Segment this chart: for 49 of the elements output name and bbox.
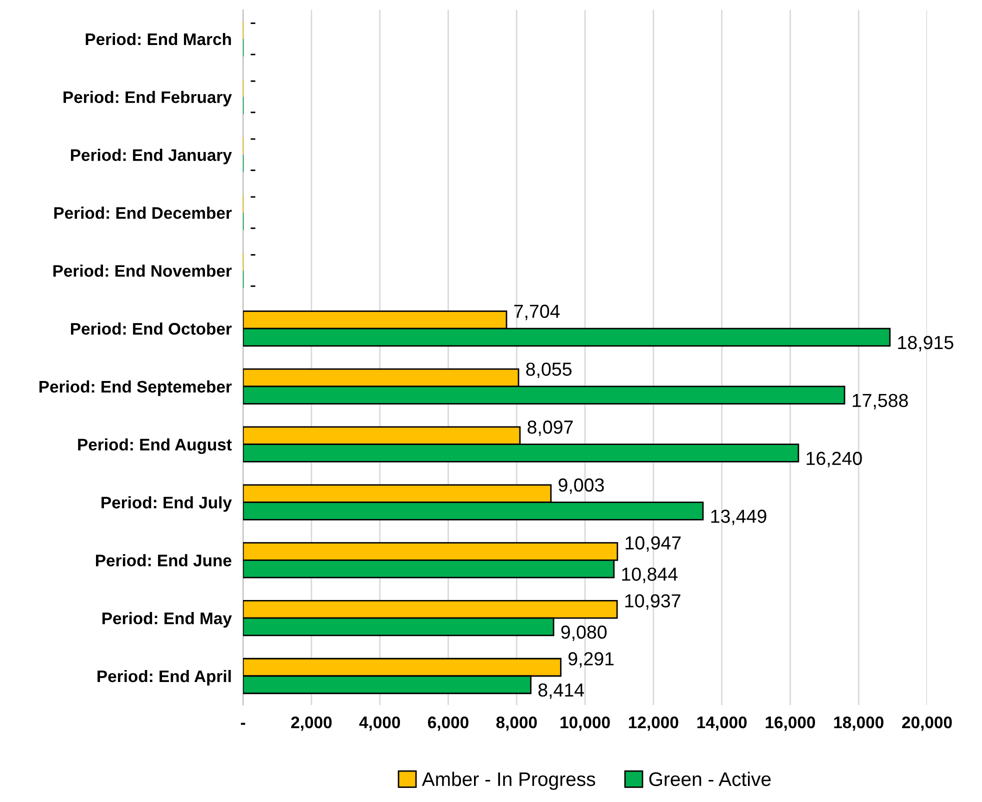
data-label: 13,449 [711,510,766,526]
y-tick-label: Period: End Septemeber [39,380,232,396]
data-label: 8,055 [526,362,572,378]
x-tick-label: 18,000 [834,716,884,731]
y-tick-label: Period: End March [86,32,231,46]
data-label: 10,937 [625,594,680,610]
data-label: 7,704 [514,304,560,320]
x-tick-label: 2,000 [291,716,332,731]
y-tick-label: Period: End May [102,612,232,628]
data-label: - [250,80,256,82]
data-label: 17,588 [852,394,908,410]
y-tick-label: Period: End January [70,148,232,164]
y-tick-label: Period: End June [96,554,232,566]
data-label: - [250,285,256,287]
x-tick-label: 4,000 [359,716,400,731]
x-tick-label: 8,000 [496,716,537,731]
x-tick-label: 20,000 [902,716,952,731]
data-label: - [250,227,256,229]
x-tick-label: 16,000 [766,716,816,731]
data-label: - [250,138,256,140]
y-tick-label: Period: End August [78,438,232,454]
data-label: 10,844 [622,568,678,584]
data-label: 16,240 [806,452,862,468]
y-tick-label: Period: End November [53,264,232,277]
data-label: - [250,22,256,24]
y-tick-label: Period: End December [54,206,232,219]
data-label: - [250,254,256,256]
x-tick-label: 14,000 [697,716,747,731]
legend-label: Green - Active [649,772,771,786]
y-tick-label: Period: End April [98,670,231,686]
data-label: 10,947 [626,536,681,552]
x-tick-label: 10,000 [560,716,610,731]
y-tick-label: Period: End February [64,90,232,106]
data-label: - [250,54,256,56]
x-tick-label: - [240,722,246,725]
data-label: 8,414 [538,683,584,699]
data-label: 9,003 [558,478,604,494]
data-label: 18,915 [898,336,954,352]
x-tick-label: 12,000 [628,716,678,731]
data-label: - [250,196,256,198]
x-tick-label: 6,000 [428,716,468,731]
data-label: - [250,170,256,172]
data-label: 8,097 [528,420,573,436]
data-label: 9,080 [561,625,607,641]
legend-label: Amber - In Progress [422,772,596,790]
y-tick-label: Period: End October [71,322,232,335]
data-label: - [250,112,256,114]
y-tick-label: Period: End July [102,496,232,512]
data-label: 9,291 [568,652,614,668]
